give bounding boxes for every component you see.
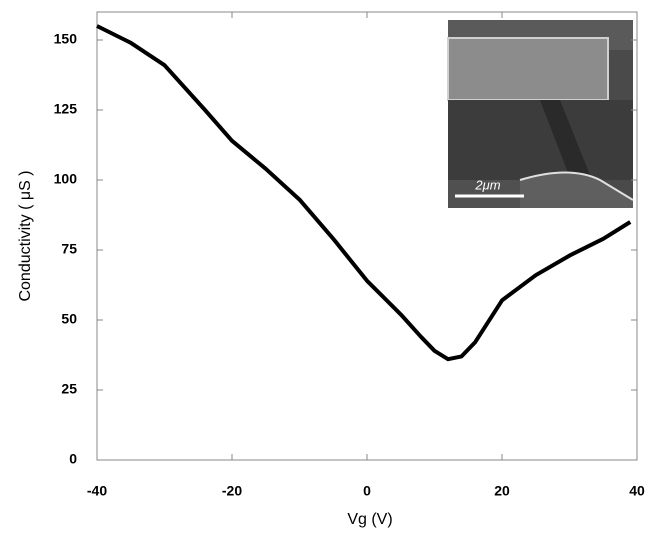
inset-image	[447, 20, 634, 208]
data-line	[96, 24, 632, 362]
x-tick-label: 20	[494, 483, 510, 499]
y-tick-label: 150	[54, 31, 78, 47]
y-axis-title: Conductivity ( μS )	[17, 170, 34, 301]
y-tick-label: 75	[61, 241, 77, 257]
y-tick-label: 0	[69, 451, 77, 467]
inset-scale-label: 2μm	[474, 177, 500, 192]
x-axis-title: Vg (V)	[347, 511, 392, 528]
y-tick-label: 125	[54, 101, 78, 117]
x-tick-label: -40	[87, 483, 107, 499]
y-tick-label: 25	[61, 381, 77, 397]
x-tick-label: -20	[222, 483, 242, 499]
y-tick-label: 100	[54, 171, 78, 187]
x-tick-label: 0	[363, 483, 371, 499]
y-tick-label: 50	[61, 311, 77, 327]
x-tick-label: 40	[629, 483, 645, 499]
